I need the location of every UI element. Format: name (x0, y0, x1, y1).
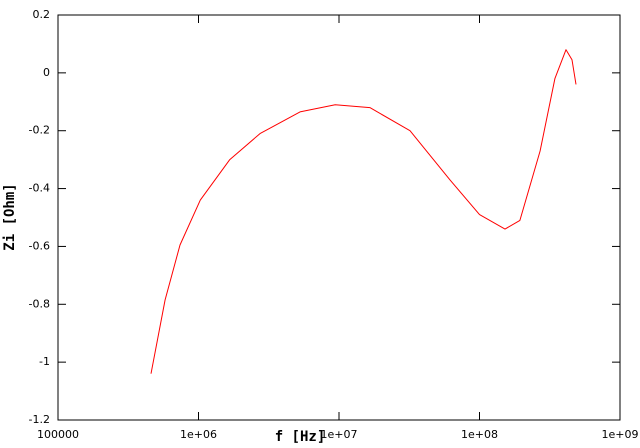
y-tick-label: -0.6 (29, 239, 50, 252)
y-tick-label: -0.2 (29, 124, 50, 137)
x-tick-label: 100000 (37, 428, 79, 441)
y-tick-label: 0.2 (33, 8, 51, 21)
y-tick-label: -1 (39, 355, 50, 368)
data-line (150, 49, 577, 374)
y-tick-label: -1.2 (29, 413, 50, 426)
x-axis-label: f [Hz] (275, 429, 326, 445)
y-tick-label: -0.4 (29, 182, 50, 195)
y-tick-label: -0.8 (29, 297, 50, 310)
x-tick-label: 1e+08 (461, 428, 498, 441)
x-tick-label: 1e+06 (180, 428, 217, 441)
y-axis-label: Zi [Ohm] (2, 183, 18, 250)
x-tick-label: 1e+09 (602, 428, 639, 441)
plot-frame (57, 14, 621, 421)
x-tick-label: 1e+07 (321, 428, 358, 441)
y-tick-label: 0 (43, 66, 50, 79)
